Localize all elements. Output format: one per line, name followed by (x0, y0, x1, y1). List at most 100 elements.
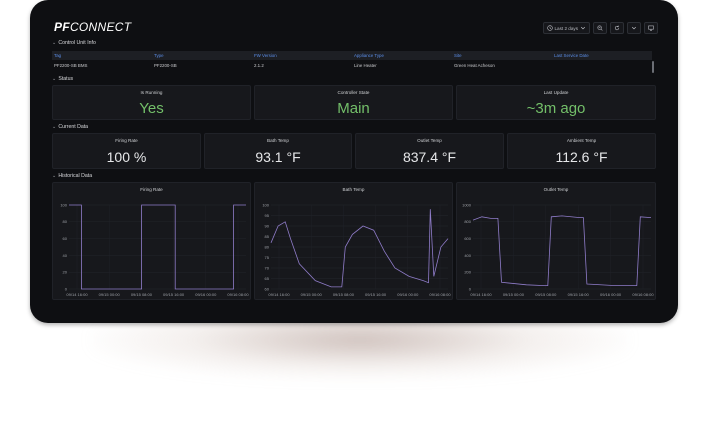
y-tick-label: 200 (464, 270, 471, 275)
y-tick-label: 0 (469, 286, 472, 291)
panel-value: 100 % (106, 149, 147, 165)
series-line (472, 215, 652, 286)
panel-title: Bath Temp (267, 138, 289, 143)
chart-title: Firing Rate (140, 187, 163, 192)
chart-panel-bath-temp: Bath Temp 60 65 70 75 80 85 90 95 100 09/14 16:00… (254, 182, 453, 300)
chevron-down-icon (580, 26, 586, 30)
x-tick-label: 09/16 00:00 (397, 292, 419, 297)
x-tick-label: 09/15 16:00 (163, 292, 185, 297)
clock-icon (546, 25, 553, 31)
outlet-temp-chart[interactable]: 0 200 400 600 800 1000 09/14 16:00 09/15 00:00 0… (457, 183, 657, 301)
panel-value: 93.1 °F (255, 149, 301, 165)
stat-panel-controller-state: Controller State Main (254, 85, 453, 120)
panel-title: Last Update (543, 90, 569, 95)
control-unit-table: Tag Type FW Version Appliance Type Site … (52, 51, 656, 73)
column-header[interactable]: Type (154, 53, 164, 58)
y-tick-label: 70 (265, 265, 270, 270)
panel-title: Is Running (140, 90, 163, 95)
x-tick-label: 09/15 08:00 (535, 292, 557, 297)
stat-panel-outlet-temp: Outlet Temp 837.4 °F (355, 133, 504, 169)
time-range-label: Last 2 days (554, 25, 579, 31)
y-tick-label: 1000 (462, 202, 472, 207)
zoom-out-button[interactable] (593, 22, 607, 34)
stat-panel-last-update: Last Update ~3m ago (456, 85, 656, 120)
time-range-picker[interactable]: Last 2 days (542, 22, 590, 34)
x-tick-label: 09/15 00:00 (503, 292, 525, 297)
x-tick-label: 09/14 16:00 (470, 292, 492, 297)
x-tick-label: 09/16 00:00 (195, 292, 217, 297)
chart-panel-firing-rate: Firing Rate 0 20 40 60 80 100 09/14 16:00 09/15… (52, 182, 251, 300)
section-status[interactable]: ⌄ Status (52, 76, 74, 82)
y-tick-label: 20 (63, 270, 68, 275)
refresh-interval-dropdown[interactable] (627, 22, 641, 34)
x-tick-label: 09/14 16:00 (66, 292, 88, 297)
table-cell: PF2200-SB (154, 63, 177, 68)
y-tick-label: 95 (265, 213, 270, 218)
stat-panel-bath-temp: Bath Temp 93.1 °F (204, 133, 352, 169)
panel-value: Yes (139, 100, 164, 117)
series-line (69, 204, 246, 290)
refresh-icon (614, 25, 620, 31)
table-header: Tag Type FW Version Appliance Type Site … (52, 51, 652, 60)
column-header[interactable]: Site (454, 53, 462, 58)
dashboard-window: PFCONNECT Last 2 days (30, 0, 678, 323)
y-tick-label: 60 (265, 286, 270, 291)
chart-title: Bath Temp (342, 187, 365, 192)
refresh-button[interactable] (610, 22, 624, 34)
x-tick-label: 09/15 16:00 (365, 292, 387, 297)
y-tick-label: 75 (265, 255, 270, 260)
y-tick-label: 40 (63, 253, 68, 258)
table-row: PF2200-SB BMS PF2200-SB 2.1.2 Line Heate… (52, 61, 652, 70)
table-cell: 2.1.2 (254, 63, 264, 68)
section-current-data[interactable]: ⌄ Current Data (52, 124, 89, 130)
table-cell: Green Heat Acheson (454, 63, 495, 68)
y-tick-label: 80 (63, 219, 68, 224)
firing-rate-chart[interactable]: 0 20 40 60 80 100 09/14 16:00 09/15 00:00 09/15 … (53, 183, 252, 301)
chart-panel-outlet-temp: Outlet Temp 0 200 400 600 800 1000 09/14 16:00… (456, 182, 656, 300)
section-control-unit-info[interactable]: ⌄ Control Unit Info (52, 40, 96, 46)
x-tick-label: 09/16 00:00 (600, 292, 622, 297)
bath-temp-chart[interactable]: 60 65 70 75 80 85 90 95 100 09/14 16:00 09/15 00:0… (255, 183, 454, 301)
section-historical-data[interactable]: ⌄ Historical Data (52, 173, 93, 179)
x-tick-label: 09/14 16:00 (268, 292, 290, 297)
table-scrollbar[interactable] (652, 61, 654, 73)
monitor-icon (648, 25, 654, 31)
panel-value: 112.6 °F (555, 149, 608, 165)
panel-value: 837.4 °F (402, 149, 457, 165)
x-tick-label: 09/15 00:00 (301, 292, 323, 297)
column-header[interactable]: Last Service Date (554, 53, 589, 58)
pfconnect-logo: PFCONNECT (54, 20, 132, 34)
x-tick-label: 09/16 08:00 (632, 292, 654, 297)
column-header[interactable]: Appliance Type (354, 53, 384, 58)
table-cell: PF2200-SB BMS (54, 63, 88, 68)
zoom-out-icon (597, 25, 603, 31)
table-cell: Line Heater (354, 63, 377, 68)
y-tick-label: 400 (464, 253, 471, 258)
table-cell (552, 61, 652, 70)
y-tick-label: 65 (265, 276, 270, 281)
panel-value: Main (337, 100, 370, 117)
panel-title: Firing Rate (115, 138, 138, 143)
series-line (270, 209, 449, 288)
y-tick-label: 85 (265, 234, 270, 239)
x-tick-label: 09/16 08:00 (429, 292, 451, 297)
chart-title: Outlet Temp (543, 187, 569, 192)
panel-title: Outlet Temp (417, 138, 442, 143)
toolbar-controls: Last 2 days (542, 22, 658, 34)
chevron-down-icon (631, 26, 637, 30)
stat-panel-is-running: Is Running Yes (52, 85, 251, 120)
x-tick-label: 09/15 08:00 (131, 292, 153, 297)
column-header[interactable]: FW Version (254, 53, 277, 58)
x-tick-label: 09/15 00:00 (99, 292, 121, 297)
column-header[interactable]: Tag (54, 53, 62, 58)
y-tick-label: 100 (262, 202, 269, 207)
panel-title: Controller State (337, 90, 370, 95)
x-tick-label: 09/15 08:00 (333, 292, 355, 297)
y-tick-label: 80 (265, 244, 270, 249)
x-tick-label: 09/15 16:00 (568, 292, 590, 297)
stat-panel-ambient-temp: Ambient Temp 112.6 °F (507, 133, 656, 169)
tv-mode-button[interactable] (644, 22, 658, 34)
stat-panel-firing-rate: Firing Rate 100 % (52, 133, 201, 169)
top-bar: PFCONNECT Last 2 days (50, 18, 658, 40)
y-tick-label: 600 (464, 236, 471, 241)
